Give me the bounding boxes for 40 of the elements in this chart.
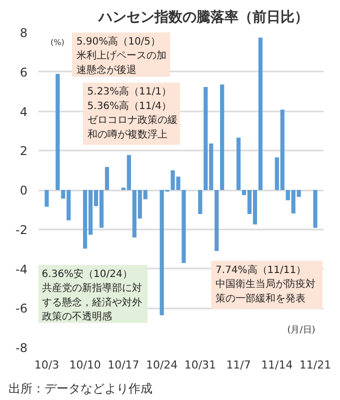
y-tick-label: -8 <box>16 341 28 355</box>
annotation: 共産党の新指導部に対する懸念，経済や対外政策の不透明感 <box>42 282 142 323</box>
y-tick-label: 2 <box>20 144 28 158</box>
y-tick-label: -2 <box>16 222 28 237</box>
bar <box>56 74 60 190</box>
text: 出所：データなどより作成 <box>8 382 152 396</box>
x-tick-label: 10/24 <box>146 358 178 372</box>
y-tick-label: -4 <box>16 262 28 276</box>
y-tick-label: 0 <box>20 184 28 198</box>
x-tick-label: 10/17 <box>108 358 140 372</box>
y-tick-label: 6 <box>20 65 28 80</box>
y-tick-label: 4 <box>20 104 28 119</box>
bar <box>236 138 241 190</box>
bar <box>104 166 110 190</box>
bar <box>44 190 49 207</box>
annotation: 5.90%高（10/5） <box>76 35 161 48</box>
annotation: 米利上げペースの加速懸念が後退 <box>76 50 166 76</box>
bar <box>182 190 186 264</box>
annotation: 6.36%安（10/24） <box>42 268 132 280</box>
bar <box>258 38 263 190</box>
y-tick-label: 8 <box>20 26 28 40</box>
x-tick-label: 11/14 <box>261 358 293 372</box>
bar <box>214 190 219 252</box>
chart-title: ハンセン指数の騰落率（前日比） <box>98 8 308 26</box>
bar <box>313 190 318 228</box>
x-tick-label: 11/21 <box>299 358 332 372</box>
annotation: 7.74%高（11/11） <box>216 264 306 276</box>
y-tick-label: -6 <box>16 302 28 316</box>
x-tick-label: 11/7 <box>226 358 251 372</box>
annotation: 5.36%高（11/4） <box>87 100 172 112</box>
bar <box>198 190 202 214</box>
annotation: 中国衛生当局が防疫対策の一部緩和を発表 <box>216 278 316 304</box>
y-axis-title: (%) <box>50 38 64 47</box>
x-tick-label: 10/10 <box>69 358 101 372</box>
x-tick-label: 10/31 <box>184 358 216 372</box>
x-axis-title: (月/日) <box>287 326 316 336</box>
x-tick-label: 10/3 <box>34 358 60 372</box>
bar <box>220 84 224 190</box>
annotation: 5.23%高（11/1） <box>87 86 172 98</box>
annotation: ゼロコロナ政策の緩和の噂が複数浮上 <box>87 114 178 141</box>
